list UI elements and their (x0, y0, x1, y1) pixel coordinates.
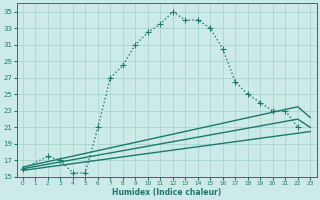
X-axis label: Humidex (Indice chaleur): Humidex (Indice chaleur) (112, 188, 221, 197)
